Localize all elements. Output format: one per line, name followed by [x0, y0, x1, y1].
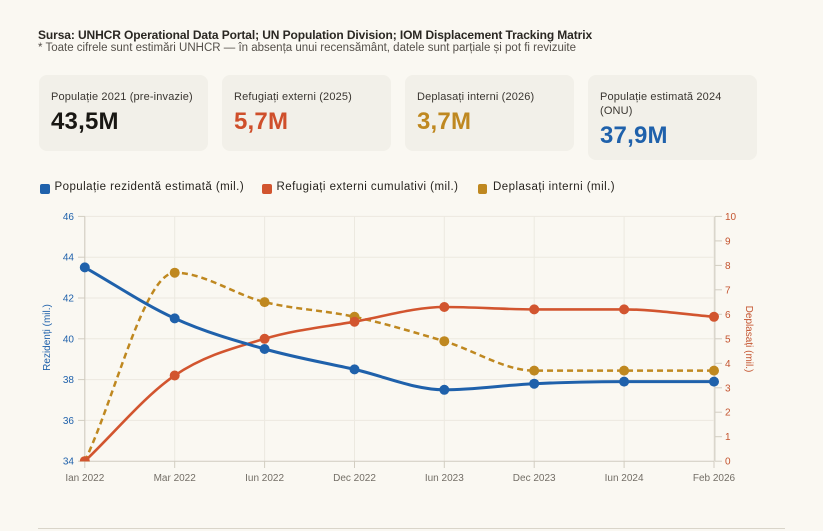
svg-text:38: 38	[63, 375, 75, 386]
svg-text:Iun 2024: Iun 2024	[605, 473, 644, 484]
svg-text:46: 46	[63, 212, 75, 223]
svg-text:6: 6	[725, 310, 731, 321]
svg-text:Ian 2022: Ian 2022	[65, 473, 104, 484]
svg-text:9: 9	[725, 236, 731, 247]
svg-text:1: 1	[725, 432, 731, 443]
svg-text:7: 7	[725, 285, 731, 296]
svg-text:5: 5	[725, 334, 731, 345]
svg-text:40: 40	[63, 334, 75, 345]
svg-text:Rezidenți (mil.): Rezidenți (mil.)	[42, 304, 53, 371]
svg-text:34: 34	[63, 457, 75, 468]
svg-text:Feb 2026: Feb 2026	[693, 473, 736, 484]
svg-text:3: 3	[725, 383, 731, 394]
svg-text:44: 44	[63, 253, 75, 264]
svg-text:4: 4	[725, 359, 731, 370]
svg-text:36: 36	[63, 416, 75, 427]
svg-text:Iun 2022: Iun 2022	[245, 473, 284, 484]
svg-text:Mar 2022: Mar 2022	[154, 473, 197, 484]
svg-text:8: 8	[725, 261, 731, 272]
svg-text:Deplasați (mil.): Deplasați (mil.)	[743, 306, 754, 373]
svg-text:10: 10	[725, 212, 737, 223]
svg-text:42: 42	[63, 294, 75, 305]
svg-text:Dec 2023: Dec 2023	[513, 473, 556, 484]
svg-text:2: 2	[725, 408, 731, 419]
svg-text:Iun 2023: Iun 2023	[425, 473, 464, 484]
svg-text:Dec 2022: Dec 2022	[333, 473, 376, 484]
svg-text:0: 0	[725, 457, 731, 468]
